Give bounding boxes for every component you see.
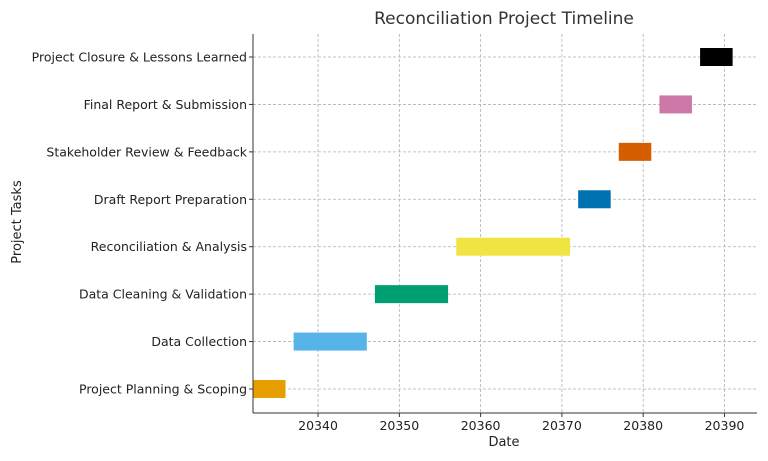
y-tick-label: Draft Report Preparation — [94, 192, 247, 207]
y-tick-label: Data Collection — [151, 334, 247, 349]
x-tick-label: 20380 — [623, 418, 663, 433]
chart-title: Reconciliation Project Timeline — [374, 9, 634, 29]
task-bar — [374, 285, 449, 304]
y-tick-label: Reconciliation & Analysis — [91, 239, 247, 254]
task-bar — [578, 190, 611, 209]
y-tick-label: Data Cleaning & Validation — [79, 287, 247, 302]
axes — [249, 34, 757, 417]
task-bars — [253, 48, 733, 398]
task-bar — [700, 48, 733, 66]
y-tick-label: Stakeholder Review & Feedback — [46, 144, 247, 159]
grid-lines — [253, 34, 757, 413]
task-bar — [659, 95, 692, 114]
task-bar — [456, 237, 571, 256]
y-tick-label: Project Closure & Lessons Learned — [32, 50, 247, 65]
task-bar — [618, 142, 652, 161]
y-axis-title: Project Tasks — [10, 180, 25, 264]
task-bar — [293, 332, 367, 351]
x-tick-label: 20360 — [461, 418, 501, 433]
tick-labels: 20340 20350 20360 20370 20380 20390 Project Pl… — [32, 50, 745, 434]
x-tick-label: 20390 — [705, 418, 745, 433]
x-axis-title: Date — [488, 435, 519, 450]
task-bar — [253, 380, 286, 398]
x-tick-label: 20350 — [379, 418, 419, 433]
x-tick-label: 20340 — [298, 418, 338, 433]
x-tick-label: 20370 — [542, 418, 582, 433]
y-tick-label: Project Planning & Scoping — [79, 382, 247, 397]
y-tick-label: Final Report & Submission — [84, 97, 247, 112]
